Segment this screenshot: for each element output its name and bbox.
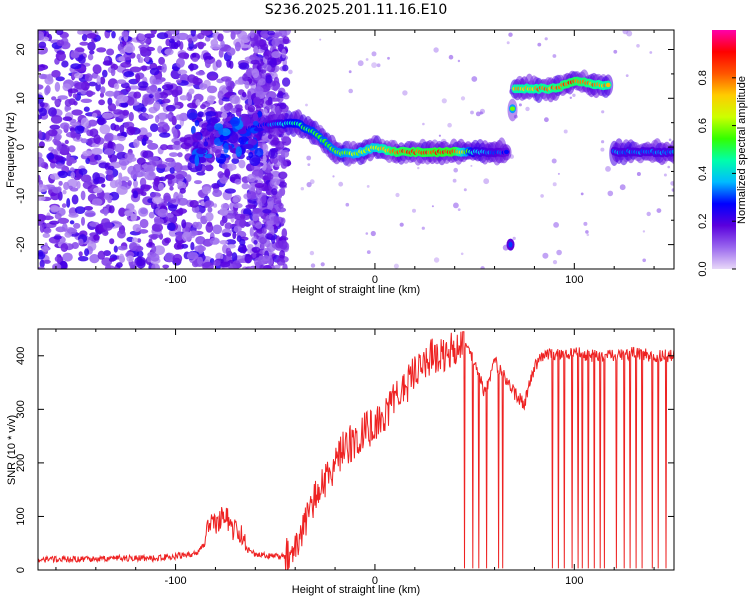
- colorbar-tick-label: 0.4: [697, 166, 709, 181]
- y-tick-label: 0: [15, 144, 27, 150]
- spectrogram-x-label: Height of straight line (km): [292, 284, 420, 296]
- chart-title: S236.2025.201.11.16.E10: [265, 2, 448, 18]
- snr-frame: [37, 328, 675, 571]
- x-tick-label: 0: [372, 274, 378, 286]
- snr-series-line: [38, 331, 674, 570]
- colorbar: 0.0 0.2 0.4 0.6 0.8 Normalized spectral ampl…: [697, 30, 748, 277]
- y-tick-label: 0: [15, 567, 27, 573]
- spectrogram-image: [38, 30, 674, 269]
- spectrogram-frame: [37, 29, 675, 270]
- x-tick-label: 100: [565, 274, 583, 286]
- x-tick-label: 100: [565, 575, 583, 587]
- x-tick-label: 0: [372, 575, 378, 587]
- colorbar-label: Normalized spectral amplitude: [736, 76, 748, 224]
- spectrogram-y-label: Frequency (Hz): [5, 112, 17, 188]
- y-tick-label: 200: [15, 454, 27, 472]
- snr-x-label: Height of straight line (km): [292, 584, 420, 596]
- colorbar-tick-label: 0.2: [697, 214, 709, 229]
- snr-ticks: -100 0 100 0 100 200 300 400: [15, 329, 674, 587]
- colorbar-ticks: 0.0 0.2 0.4 0.6 0.8: [697, 70, 736, 277]
- snr-panel: -100 0 100 0 100 200 300 400 Height of straight…: [6, 328, 675, 596]
- y-tick-label: 10: [15, 92, 27, 104]
- y-tick-label: -10: [15, 188, 27, 204]
- y-tick-label: 20: [15, 43, 27, 55]
- colorbar-tick-label: 0.0: [697, 261, 709, 276]
- y-tick-label: 400: [15, 347, 27, 365]
- y-tick-label: 300: [15, 400, 27, 418]
- x-tick-label: -100: [165, 575, 187, 587]
- colorbar-gradient: [712, 30, 736, 269]
- x-tick-label: -100: [165, 274, 187, 286]
- y-tick-label: 100: [15, 507, 27, 525]
- snr-y-label: SNR (10 * v/v): [6, 415, 18, 485]
- colorbar-tick-label: 0.8: [697, 70, 709, 85]
- colorbar-tick-label: 0.6: [697, 118, 709, 133]
- y-tick-label: -20: [15, 237, 27, 253]
